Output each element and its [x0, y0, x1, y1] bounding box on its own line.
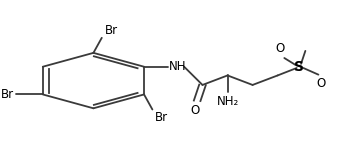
Text: O: O [191, 104, 200, 117]
Text: Br: Br [1, 88, 14, 101]
Text: Br: Br [105, 24, 117, 36]
Text: S: S [295, 60, 305, 74]
Text: O: O [275, 42, 284, 55]
Text: NH₂: NH₂ [216, 95, 239, 108]
Text: O: O [317, 77, 326, 90]
Text: NH: NH [169, 60, 187, 73]
Text: Br: Br [155, 111, 168, 124]
